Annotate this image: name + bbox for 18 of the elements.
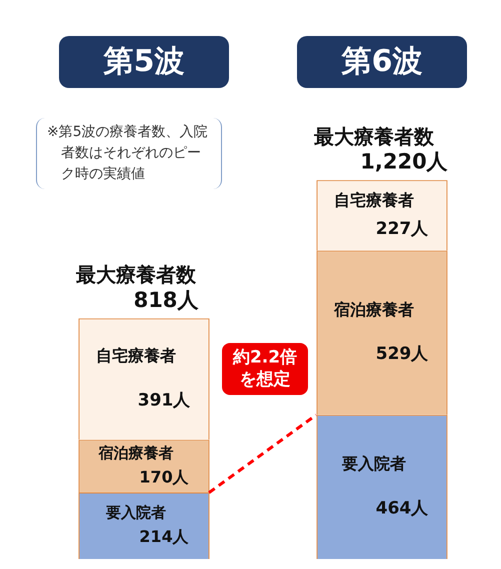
series-label: 要入院者 (105, 504, 166, 522)
series-label: 宿泊療養者 (98, 444, 174, 462)
x-tick-label: 第5波 (102, 44, 184, 79)
annotation: 約2.2倍を想定 (232, 347, 298, 390)
series-label: 自宅療養者 (334, 190, 414, 210)
data-label: 529人 (376, 344, 430, 364)
annotation: ※第5波の療養者数、入院者数はそれぞれのピーク時の実績値 (36, 118, 222, 189)
x-tick-label: 第6波 (340, 44, 422, 79)
data-label: 464人 (376, 498, 430, 518)
text: 自宅療養者 (96, 346, 176, 366)
text: 宿泊療養者 (334, 300, 414, 319)
data-label: 391人 (138, 390, 192, 410)
text: 要入院者 (342, 454, 406, 474)
data-label: 227人 (376, 218, 430, 239)
data-label: 214人 (139, 526, 190, 546)
data-label: 170人 (139, 467, 190, 486)
text: 最大療養者数 1,220人 (313, 124, 449, 174)
annotation: 最大療養者数 818人 (75, 262, 200, 312)
